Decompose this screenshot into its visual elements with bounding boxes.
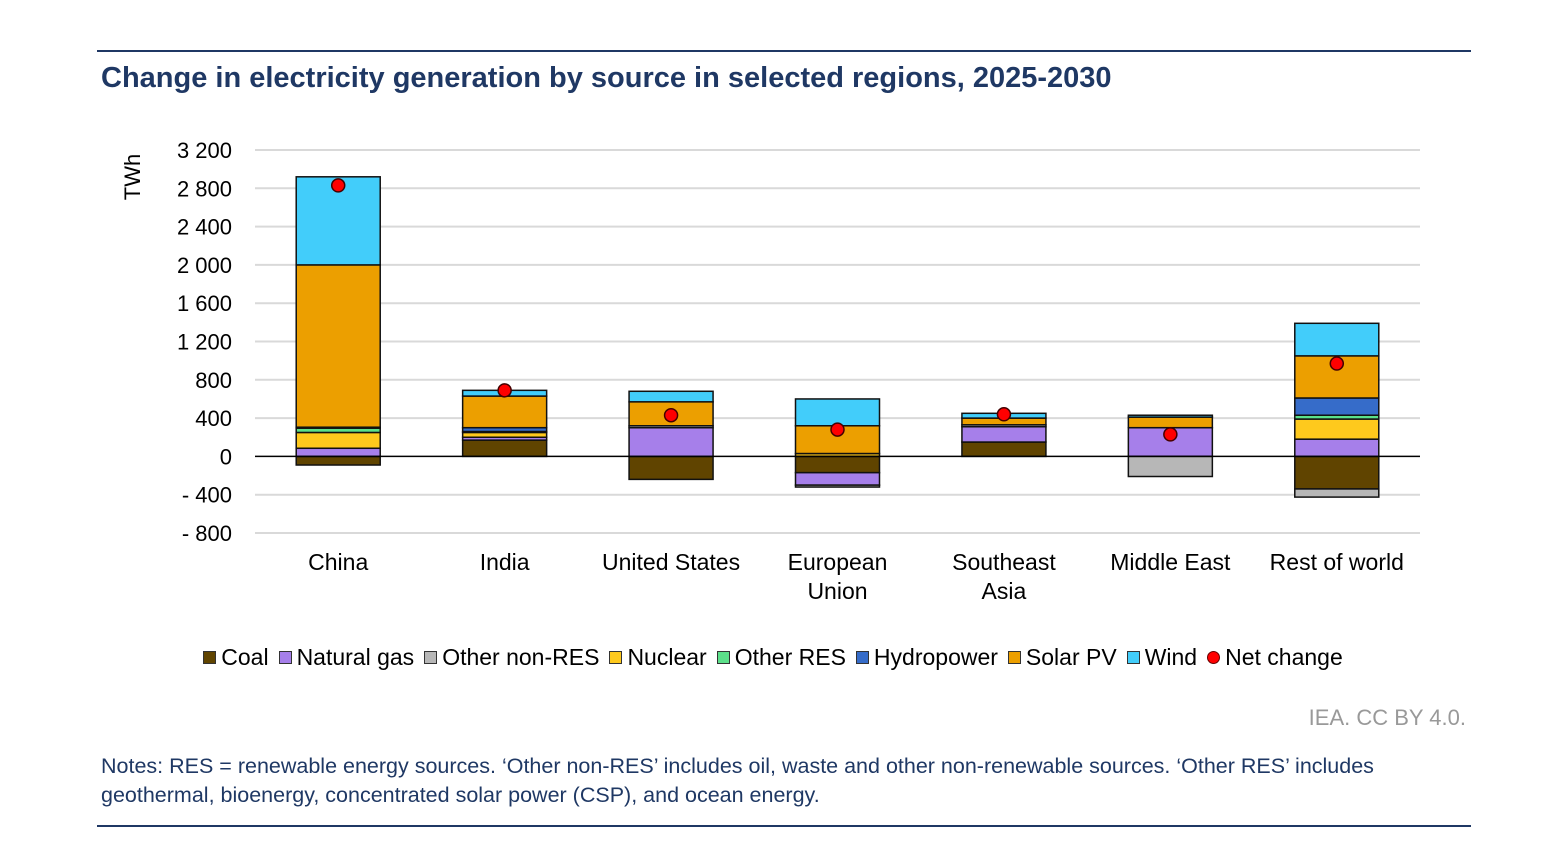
y-tick-label: - 400 <box>182 483 232 508</box>
legend-label: Nuclear <box>627 644 707 670</box>
legend-item: Net change <box>1207 644 1343 671</box>
x-tick-label: China <box>308 549 368 575</box>
legend-item: Solar PV <box>1007 644 1117 671</box>
bar-segment-other-non-res <box>1294 488 1380 498</box>
legend-item: Other RES <box>716 644 846 671</box>
chart-area: 3 200 2 800 2 400 2 000 1 600 1 200 800 400 0 - 4… <box>120 138 1420 604</box>
x-tick-label: India <box>480 549 530 575</box>
net-change-marker <box>330 178 346 193</box>
bar-segment-coal <box>295 455 381 466</box>
legend-label: Hydropower <box>873 644 998 670</box>
chart-title: Change in electricity generation by sour… <box>101 62 1112 94</box>
x-tick-label: European <box>788 549 888 575</box>
x-tick-label: Union <box>807 578 867 604</box>
x-tick-label: Asia <box>982 578 1027 604</box>
legend-label: Other non-RES <box>442 644 600 670</box>
legend-swatch <box>609 651 623 664</box>
y-tick-label: 1 200 <box>177 330 232 355</box>
chart-notes: Notes: RES = renewable energy sources. ‘… <box>101 754 1374 807</box>
legend-label: Solar PV <box>1025 644 1117 670</box>
legend-item: Hydropower <box>855 644 998 671</box>
bar-segment-natural-gas <box>794 471 881 486</box>
net-change-marker <box>1163 427 1178 442</box>
legend-item: Coal <box>203 644 269 671</box>
bar-segment-nuclear <box>295 431 381 450</box>
legend-label: Other RES <box>734 644 846 670</box>
bottom-rule <box>97 825 1471 827</box>
bar-segment-solar-pv <box>1127 416 1214 429</box>
x-tick-label: Southeast <box>952 549 1056 575</box>
bar-segment-solar-pv <box>461 395 548 429</box>
bar-segment-coal <box>794 455 881 474</box>
y-tick-label: 2 400 <box>177 215 232 240</box>
legend-swatch <box>1126 651 1140 664</box>
bar-segment-solar-pv <box>295 264 381 428</box>
bar-segment-nuclear <box>1294 418 1380 440</box>
y-tick-label: 400 <box>195 406 232 431</box>
bar-segment-coal <box>1294 455 1380 490</box>
legend-swatch <box>203 651 217 664</box>
y-tick-label: - 800 <box>182 521 232 546</box>
legend: Coal Natural gas Other non-RES Nuclear Other… <box>0 644 1546 671</box>
x-tick-label: United States <box>602 549 740 575</box>
bar-segment-natural-gas <box>1294 438 1380 458</box>
legend-swatch <box>1207 651 1221 664</box>
legend-swatch <box>716 651 730 664</box>
bar-segment-coal <box>961 441 1047 458</box>
bar-segment-wind <box>1294 322 1380 357</box>
net-change-marker <box>996 407 1012 422</box>
net-change-marker <box>497 383 512 398</box>
bar-segment-other-non-res <box>1127 455 1214 478</box>
y-tick-label: 800 <box>195 368 232 393</box>
net-change-marker <box>1329 356 1345 371</box>
bar-segment-wind <box>628 390 714 403</box>
bar-segment-natural-gas <box>295 447 381 458</box>
bar-segment-wind <box>794 398 881 427</box>
legend-item: Wind <box>1126 644 1198 671</box>
bar-segment-natural-gas <box>628 426 714 458</box>
legend-item: Natural gas <box>278 644 415 671</box>
legend-swatch <box>278 651 292 664</box>
legend-item: Other non-RES <box>424 644 599 671</box>
source-credit: IEA. CC BY 4.0. <box>1308 705 1466 730</box>
bar-segment-other-non-res <box>794 484 881 488</box>
net-change-marker <box>663 407 679 423</box>
legend-label: Natural gas <box>296 644 415 670</box>
y-tick-label: 3 200 <box>177 138 232 163</box>
legend-swatch <box>1007 651 1021 664</box>
legend-swatch <box>424 651 438 664</box>
bar-segment-coal <box>628 455 714 481</box>
bar-segment-coal <box>461 439 548 458</box>
bar-segment-wind <box>1127 414 1214 418</box>
legend-item: Nuclear <box>609 644 707 671</box>
y-tick-label: 2 800 <box>177 176 232 201</box>
y-axis-label: TWh <box>120 154 145 200</box>
legend-label: Net change <box>1225 644 1343 670</box>
y-tick-label: 2 000 <box>177 253 232 278</box>
net-change-marker <box>830 422 845 437</box>
y-tick-label: 1 600 <box>177 291 232 316</box>
y-tick-label: 0 <box>220 444 232 469</box>
bar-segment-natural-gas <box>961 425 1047 443</box>
top-rule <box>97 50 1471 52</box>
legend-label: Wind <box>1144 644 1198 670</box>
legend-swatch <box>855 651 869 664</box>
legend-label: Coal <box>221 644 269 670</box>
bar-segment-hydropower <box>1294 397 1380 416</box>
x-tick-label: Rest of world <box>1270 549 1404 575</box>
x-tick-label: Middle East <box>1110 549 1231 575</box>
